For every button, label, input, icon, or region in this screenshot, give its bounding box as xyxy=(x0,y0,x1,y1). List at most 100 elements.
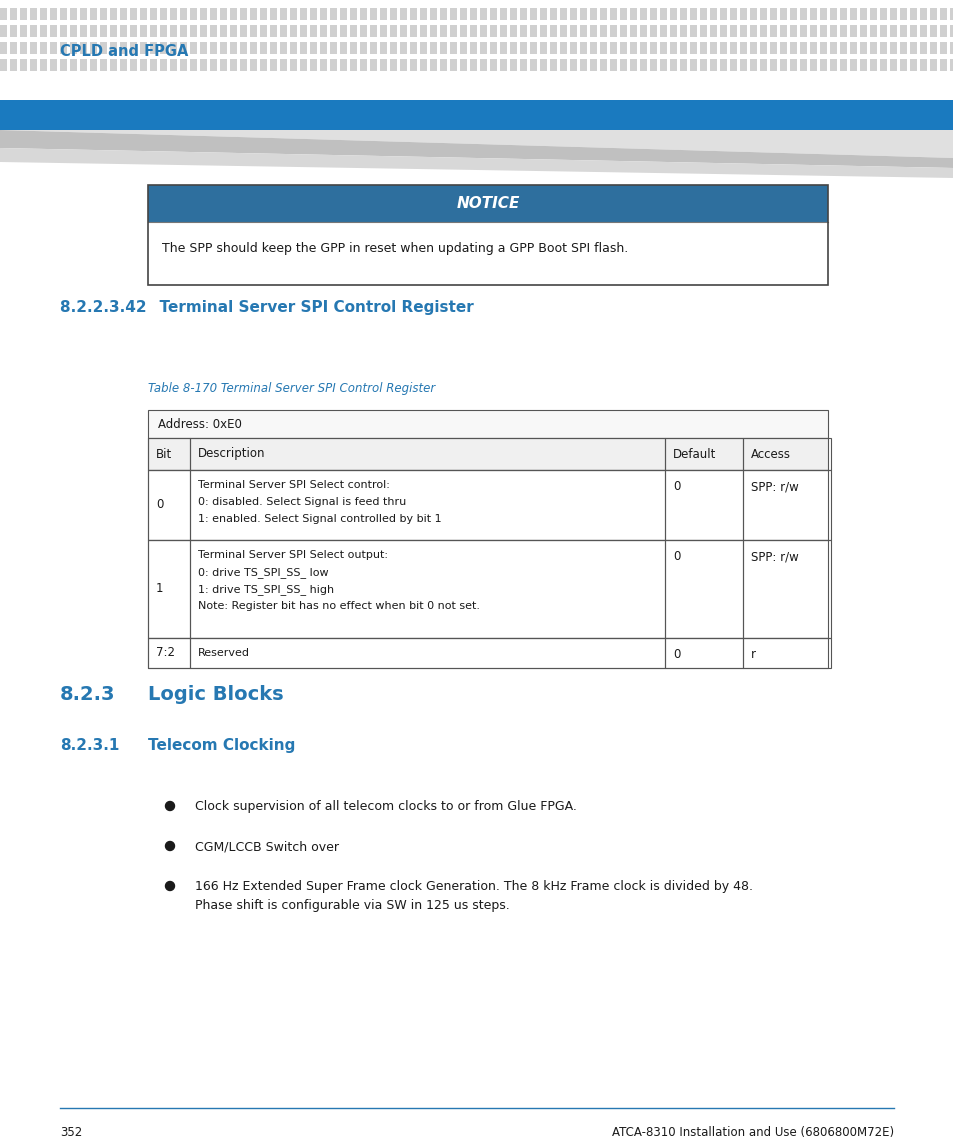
Bar xyxy=(789,8,796,19)
Bar xyxy=(740,42,746,54)
Bar xyxy=(148,638,827,668)
Bar xyxy=(659,60,666,71)
Bar xyxy=(210,42,216,54)
Bar xyxy=(470,60,476,71)
Bar xyxy=(350,8,356,19)
Bar xyxy=(539,25,546,37)
Bar xyxy=(479,25,486,37)
Bar xyxy=(210,8,216,19)
Bar xyxy=(720,25,726,37)
Bar xyxy=(359,8,367,19)
Bar xyxy=(470,8,476,19)
Text: Clock supervision of all telecom clocks to or from Glue FPGA.: Clock supervision of all telecom clocks … xyxy=(194,800,577,813)
Bar xyxy=(370,25,376,37)
Bar xyxy=(148,540,827,638)
Bar xyxy=(559,8,566,19)
Bar xyxy=(450,60,456,71)
Bar xyxy=(220,8,227,19)
Bar xyxy=(80,25,87,37)
Bar xyxy=(450,8,456,19)
Bar xyxy=(849,25,856,37)
Bar xyxy=(700,60,706,71)
Bar xyxy=(742,439,830,469)
Bar xyxy=(709,60,717,71)
Bar xyxy=(30,42,37,54)
Bar xyxy=(40,42,47,54)
Bar xyxy=(70,60,77,71)
Bar xyxy=(140,25,147,37)
Bar xyxy=(519,25,526,37)
Bar xyxy=(280,42,287,54)
Bar xyxy=(820,42,826,54)
Bar xyxy=(949,42,953,54)
Bar xyxy=(148,469,827,540)
Bar xyxy=(579,42,586,54)
Bar xyxy=(10,42,17,54)
Bar xyxy=(550,25,557,37)
Bar xyxy=(840,25,846,37)
Bar xyxy=(550,8,557,19)
Bar xyxy=(499,42,506,54)
Bar xyxy=(190,638,664,668)
Bar xyxy=(929,8,936,19)
Bar xyxy=(649,60,657,71)
Bar xyxy=(729,8,737,19)
Bar xyxy=(929,60,936,71)
Bar xyxy=(130,42,137,54)
Bar xyxy=(180,60,187,71)
Bar xyxy=(609,60,617,71)
Bar xyxy=(749,42,757,54)
Bar xyxy=(50,60,57,71)
Bar xyxy=(410,60,416,71)
Bar xyxy=(599,42,606,54)
Bar xyxy=(250,60,256,71)
Text: 0: drive TS_SPI_SS_ low: 0: drive TS_SPI_SS_ low xyxy=(198,567,328,578)
Bar xyxy=(820,8,826,19)
Bar xyxy=(379,42,387,54)
Bar xyxy=(949,8,953,19)
Text: Telecom Clocking: Telecom Clocking xyxy=(148,739,295,753)
Bar xyxy=(669,25,677,37)
Bar xyxy=(50,25,57,37)
Bar xyxy=(749,8,757,19)
Bar xyxy=(439,42,447,54)
Bar xyxy=(100,60,107,71)
Bar xyxy=(629,60,637,71)
Text: Access: Access xyxy=(750,448,790,460)
Bar xyxy=(800,25,806,37)
Bar xyxy=(629,42,637,54)
Bar xyxy=(749,25,757,37)
Bar xyxy=(639,60,646,71)
Text: Default: Default xyxy=(672,448,716,460)
Bar xyxy=(639,42,646,54)
Bar xyxy=(190,8,196,19)
Bar xyxy=(709,25,717,37)
Bar xyxy=(742,469,830,540)
Bar xyxy=(370,8,376,19)
Bar xyxy=(260,42,267,54)
Text: Terminal Server SPI Select control:: Terminal Server SPI Select control: xyxy=(198,480,390,490)
Bar xyxy=(609,25,617,37)
Bar xyxy=(689,25,697,37)
Text: Table 8-170 Terminal Server SPI Control Register: Table 8-170 Terminal Server SPI Control … xyxy=(148,382,435,395)
Bar xyxy=(559,25,566,37)
Bar xyxy=(170,60,177,71)
Bar xyxy=(148,638,190,668)
Bar xyxy=(148,185,827,285)
Bar xyxy=(190,42,196,54)
Bar xyxy=(879,60,886,71)
Bar xyxy=(919,8,926,19)
Bar xyxy=(319,42,327,54)
Bar xyxy=(929,25,936,37)
Bar xyxy=(664,638,742,668)
Bar xyxy=(100,8,107,19)
Bar xyxy=(899,42,906,54)
Bar xyxy=(479,8,486,19)
Bar xyxy=(148,185,827,222)
Bar xyxy=(390,42,396,54)
Bar xyxy=(270,8,276,19)
Bar xyxy=(148,410,827,439)
Bar xyxy=(240,8,247,19)
Bar xyxy=(809,25,816,37)
Text: Bit: Bit xyxy=(156,448,172,460)
